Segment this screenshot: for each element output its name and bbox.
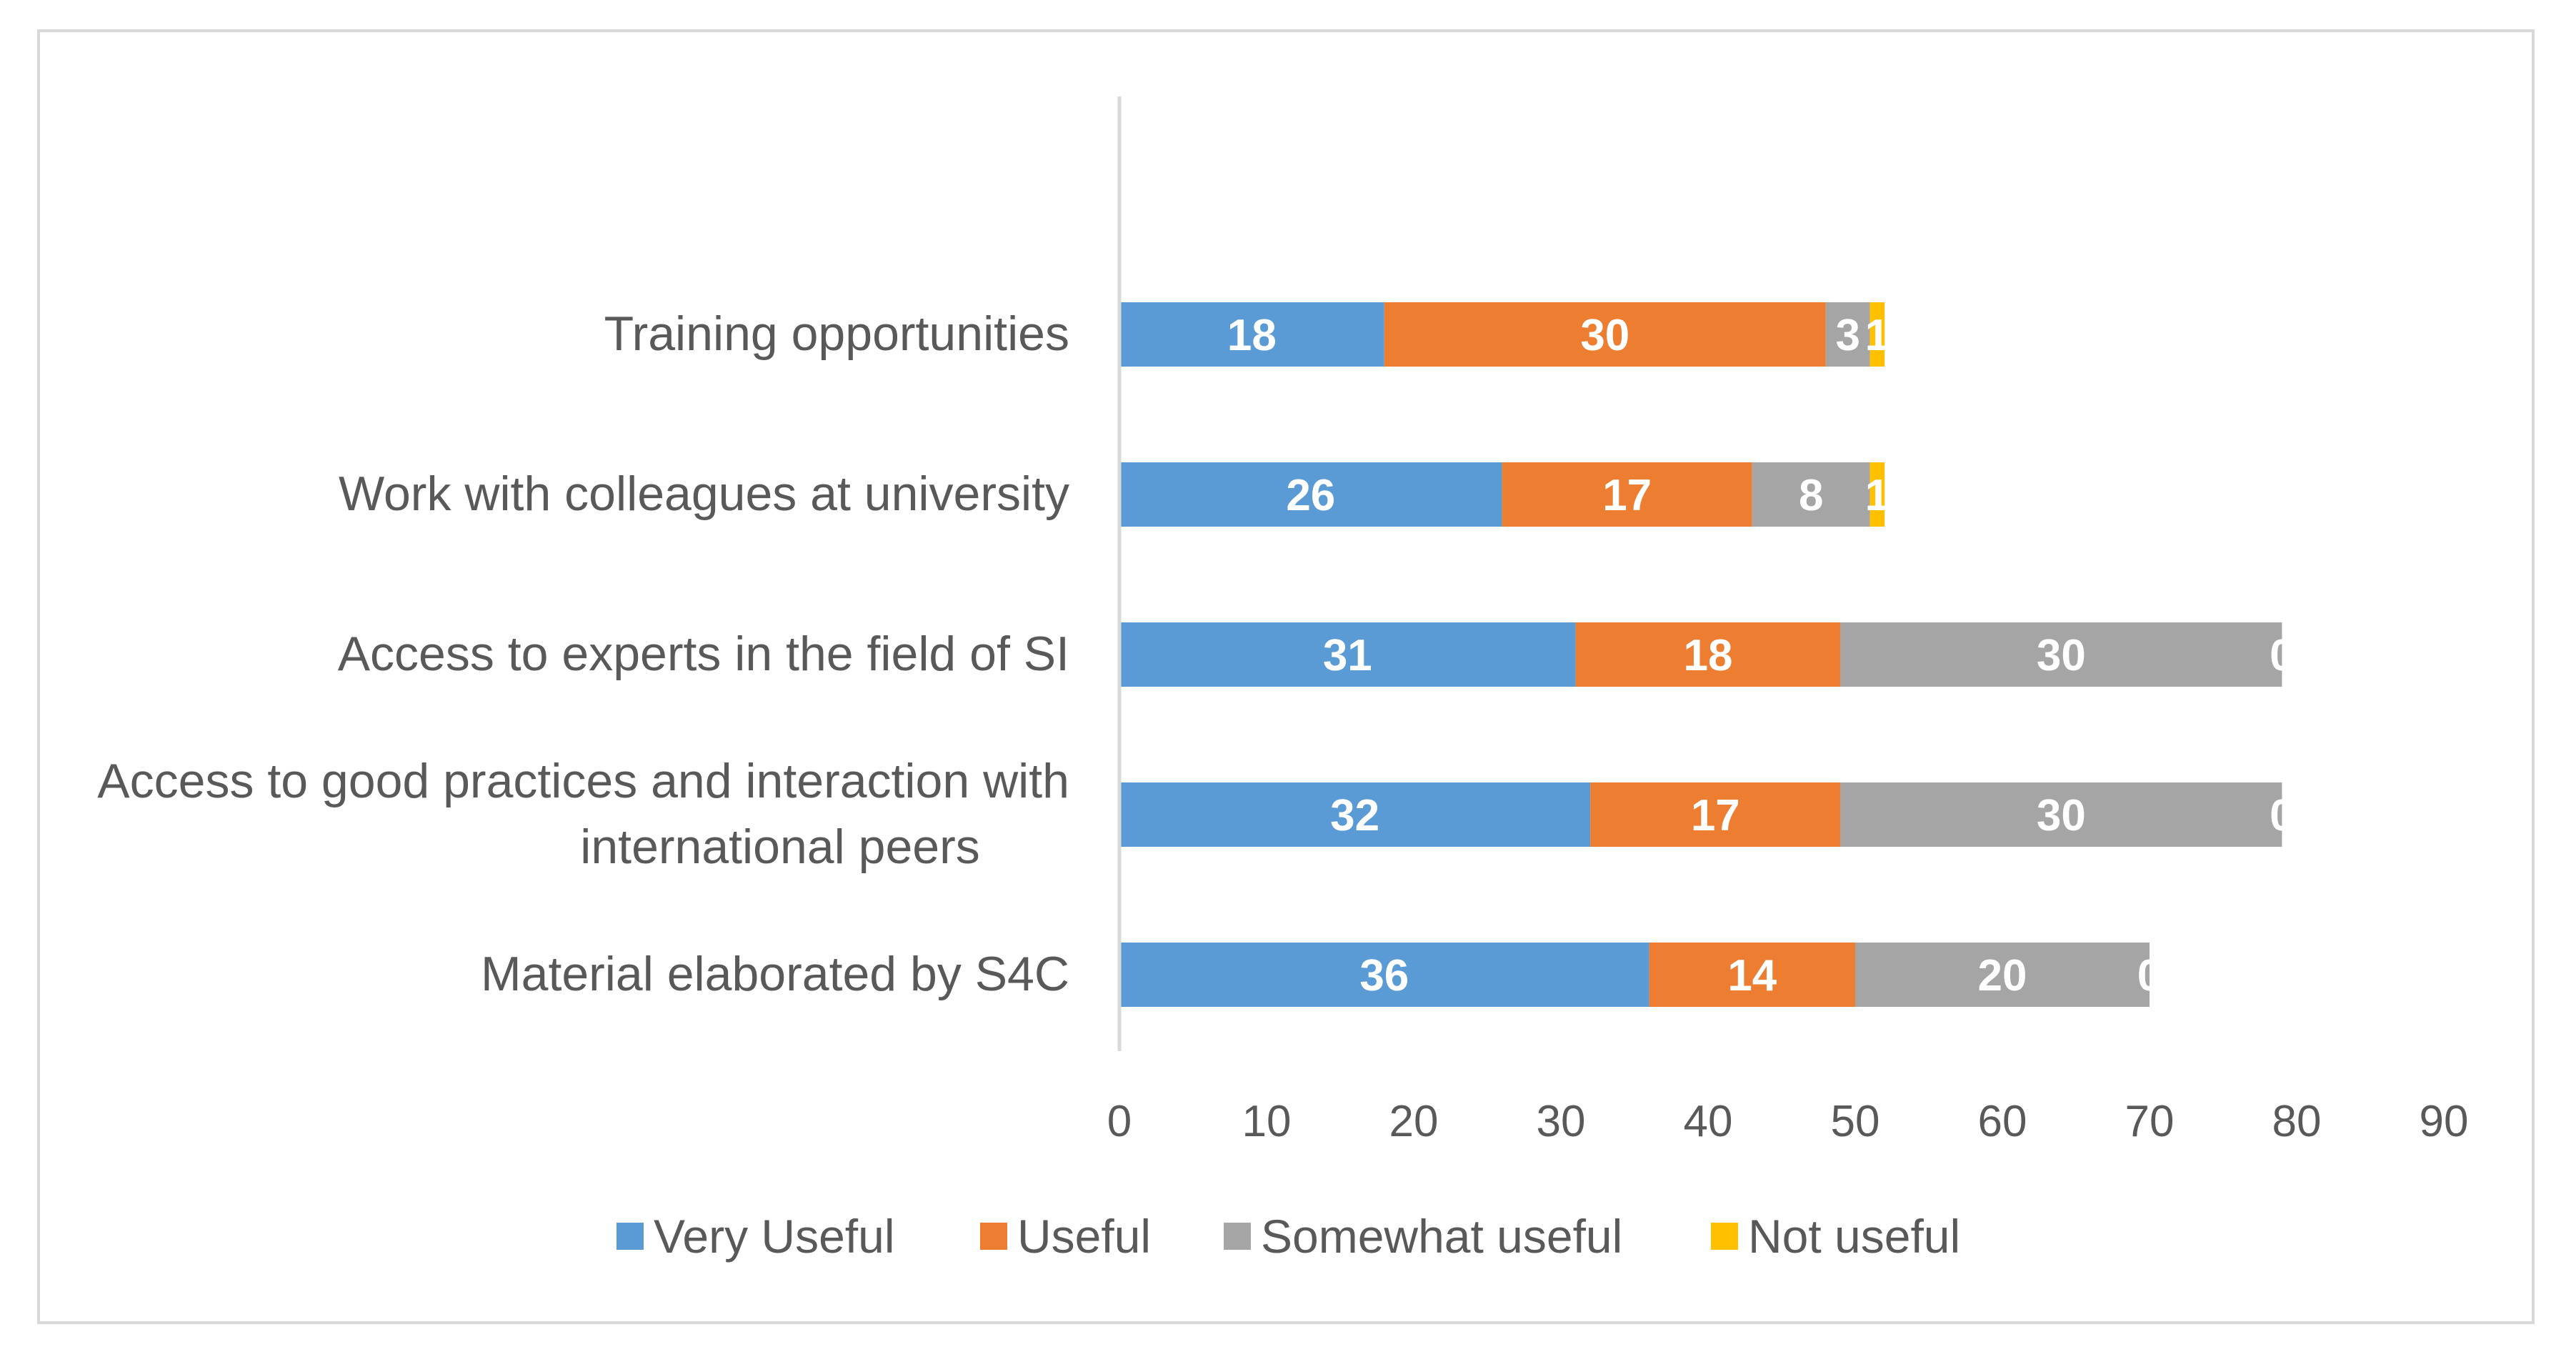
x-tick-label: 40: [1684, 1097, 1733, 1146]
category-labels: Training opportunities Work with colleagu…: [97, 307, 1069, 1001]
bar-segment-useful: [1575, 622, 1841, 687]
category-label: international peers: [580, 820, 979, 874]
x-tick-label: 90: [2420, 1097, 2469, 1146]
data-label: 31: [1323, 631, 1372, 680]
bar-segment-very-useful: [1119, 782, 1591, 847]
data-label: 8: [1799, 471, 1823, 520]
legend: Very Useful Useful Somewhat useful Not usef…: [616, 1210, 1960, 1263]
legend-label: Useful: [1017, 1210, 1151, 1263]
bar-segment-somewhat-useful: [1825, 302, 1870, 367]
data-label: 18: [1684, 631, 1733, 680]
bar-segment-somewhat-useful: [1855, 943, 2150, 1007]
x-tick-label: 80: [2272, 1097, 2322, 1146]
data-label: 1: [1865, 311, 1889, 360]
data-label: 3: [1835, 311, 1859, 360]
legend-swatch: [1224, 1223, 1251, 1250]
bar-segment-somewhat-useful: [1840, 782, 2282, 847]
category-label: Work with colleagues at university: [339, 467, 1069, 521]
bar-segment-very-useful: [1119, 943, 1649, 1007]
legend-swatch: [1711, 1223, 1738, 1250]
category-label: Training opportunities: [604, 307, 1069, 361]
legend-swatch: [616, 1223, 644, 1250]
bar-segment-very-useful: [1119, 302, 1384, 367]
category-label: Access to good practices and interaction…: [97, 754, 1069, 808]
data-label: 1: [1865, 471, 1889, 520]
bar-segment-useful: [1590, 782, 1841, 847]
x-tick-label: 50: [1831, 1097, 1880, 1146]
bar-segment-somewhat-useful: [1840, 622, 2282, 687]
data-label: 36: [1359, 951, 1409, 1000]
bar-segment-very-useful: [1119, 622, 1576, 687]
bar-segment-useful: [1384, 302, 1826, 367]
data-label: 32: [1330, 791, 1379, 840]
x-tick-label: 20: [1389, 1097, 1439, 1146]
x-tick-label: 70: [2125, 1097, 2175, 1146]
bar-segment-not-useful: [1869, 462, 1885, 527]
data-label: 0: [2137, 951, 2162, 1000]
x-tick-labels: 0 10 20 30 40 50 60 70 80 90: [1107, 1097, 2469, 1146]
x-tick-label: 30: [1537, 1097, 1586, 1146]
bar-segment-somewhat-useful: [1752, 462, 1870, 527]
category-label: Material elaborated by S4C: [481, 947, 1069, 1001]
legend-label: Somewhat useful: [1261, 1210, 1622, 1263]
legend-label: Very Useful: [654, 1210, 894, 1263]
legend-swatch: [980, 1223, 1007, 1250]
data-label: 17: [1691, 791, 1740, 840]
data-label: 17: [1602, 471, 1652, 520]
bar-segment-not-useful: [1869, 302, 1885, 367]
bar-segment-very-useful: [1119, 462, 1502, 527]
x-tick-label: 0: [1107, 1097, 1132, 1146]
data-label: 30: [1580, 311, 1629, 360]
category-label: Access to experts in the field of SI: [338, 627, 1069, 681]
data-label: 20: [1978, 951, 2027, 1000]
x-tick-label: 60: [1978, 1097, 2027, 1146]
data-label: 0: [2270, 791, 2294, 840]
legend-label: Not useful: [1748, 1210, 1960, 1263]
bar-segment-useful: [1649, 943, 1855, 1007]
data-label: 30: [2037, 631, 2086, 680]
data-label: 18: [1227, 311, 1277, 360]
data-label: 14: [1727, 951, 1777, 1000]
data-label: 26: [1286, 471, 1335, 520]
data-label: 0: [2270, 631, 2294, 680]
bar-segment-useful: [1502, 462, 1752, 527]
data-label: 30: [2037, 791, 2086, 840]
bars-layer: 18 30 3 126 17 8 131 18 30 032 17 30 036 14 20 0: [1119, 302, 2295, 1007]
x-tick-label: 10: [1242, 1097, 1292, 1146]
